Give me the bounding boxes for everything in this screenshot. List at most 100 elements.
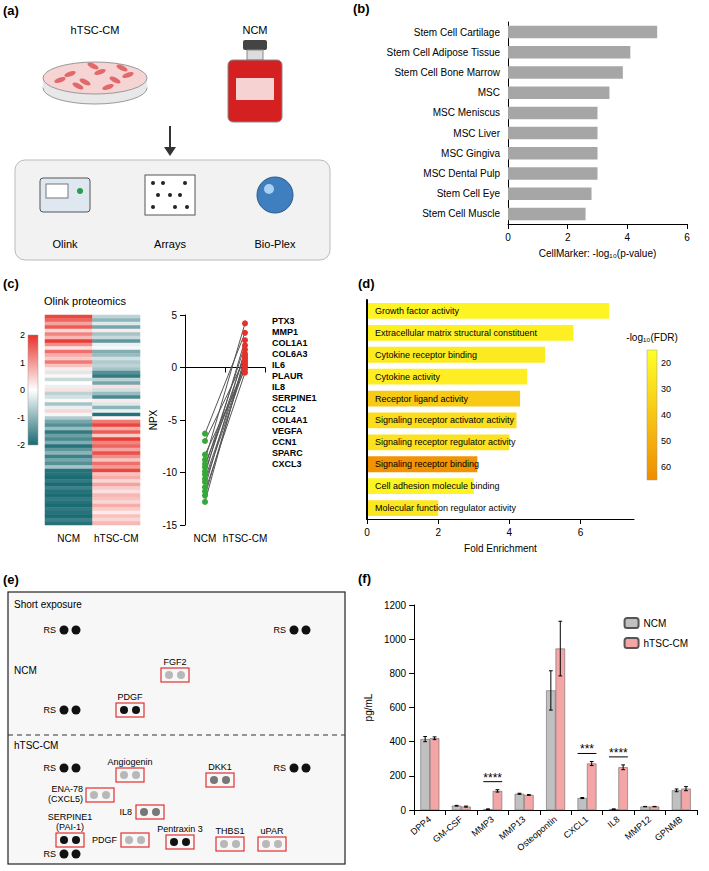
svg-text:Cytokine receptor binding: Cytokine receptor binding xyxy=(375,350,477,360)
svg-text:RS: RS xyxy=(43,625,56,635)
svg-text:Fold Enrichment: Fold Enrichment xyxy=(464,543,537,554)
svg-text:Angiogenin: Angiogenin xyxy=(107,757,152,767)
svg-text:PLAUR: PLAUR xyxy=(272,371,303,381)
svg-text:-15: -15 xyxy=(163,520,178,531)
svg-text:2: 2 xyxy=(435,527,441,538)
svg-text:(a): (a) xyxy=(3,3,19,18)
svg-text:60: 60 xyxy=(661,462,671,472)
svg-text:PDGF: PDGF xyxy=(117,692,143,702)
svg-text:-10: -10 xyxy=(163,467,178,478)
svg-text:COL4A1: COL4A1 xyxy=(272,415,308,425)
svg-text:Stem Cell Eye: Stem Cell Eye xyxy=(437,188,501,199)
svg-text:(c): (c) xyxy=(3,276,19,291)
svg-text:-1: -1 xyxy=(17,413,25,423)
svg-text:6: 6 xyxy=(684,232,690,243)
svg-text:NCM: NCM xyxy=(644,618,667,629)
svg-text:SERPINE1: SERPINE1 xyxy=(272,393,317,403)
svg-text:4: 4 xyxy=(625,232,631,243)
svg-text:ENA-78: ENA-78 xyxy=(51,784,83,794)
svg-text:NCM: NCM xyxy=(57,533,80,544)
svg-text:Arrays: Arrays xyxy=(154,238,186,250)
svg-text:2: 2 xyxy=(565,232,571,243)
svg-text:hTSC-CM: hTSC-CM xyxy=(644,638,688,649)
svg-text:30: 30 xyxy=(661,384,671,394)
svg-text:DPP4: DPP4 xyxy=(409,814,433,837)
svg-text:Signaling receptor regulator a: Signaling receptor regulator activity xyxy=(375,437,516,447)
svg-text:1000: 1000 xyxy=(384,634,407,645)
svg-text:****: **** xyxy=(609,746,628,760)
svg-text:Stem Cell Muscle: Stem Cell Muscle xyxy=(422,208,500,219)
svg-text:IL8: IL8 xyxy=(606,814,622,830)
svg-text:MSC Liver: MSC Liver xyxy=(453,128,500,139)
svg-text:Cytokine activity: Cytokine activity xyxy=(375,372,441,382)
svg-text:0: 0 xyxy=(171,362,177,373)
svg-text:400: 400 xyxy=(389,736,406,747)
svg-text:-2: -2 xyxy=(17,440,25,450)
svg-text:GM-CSF: GM-CSF xyxy=(431,814,465,845)
svg-text:1200: 1200 xyxy=(384,600,407,611)
svg-text:800: 800 xyxy=(389,668,406,679)
svg-text:RS: RS xyxy=(273,625,286,635)
svg-text:(d): (d) xyxy=(358,276,375,291)
svg-text:Cell adhesion molecule binding: Cell adhesion molecule binding xyxy=(375,481,500,491)
svg-text:NPX: NPX xyxy=(148,409,159,430)
svg-text:RS: RS xyxy=(43,705,56,715)
svg-text:Growth factor activity: Growth factor activity xyxy=(375,306,460,316)
svg-text:Signaling receptor binding: Signaling receptor binding xyxy=(375,459,479,469)
svg-text:40: 40 xyxy=(661,410,671,420)
svg-text:2: 2 xyxy=(20,330,25,340)
svg-text:COL1A1: COL1A1 xyxy=(272,338,308,348)
svg-text:Osteopontin: Osteopontin xyxy=(515,814,559,853)
svg-text:Stem Cell Cartilage: Stem Cell Cartilage xyxy=(414,27,501,38)
svg-text:6: 6 xyxy=(578,527,584,538)
svg-text:Olink: Olink xyxy=(52,238,78,250)
svg-text:Extracellular matrix structura: Extracellular matrix structural constitu… xyxy=(375,328,538,338)
svg-text:600: 600 xyxy=(389,702,406,713)
svg-text:CXCL1: CXCL1 xyxy=(562,814,591,840)
svg-text:Molecular function regulator a: Molecular function regulator activity xyxy=(375,503,517,513)
svg-text:RS: RS xyxy=(273,763,286,773)
svg-text:Bio-Plex: Bio-Plex xyxy=(255,238,296,250)
svg-text:1: 1 xyxy=(20,358,25,368)
svg-text:PTX3: PTX3 xyxy=(272,316,295,326)
svg-text:hTSC-CM: hTSC-CM xyxy=(223,533,267,544)
svg-text:SPARC: SPARC xyxy=(272,448,303,458)
svg-text:Stem Cell Bone Marrow: Stem Cell Bone Marrow xyxy=(394,67,500,78)
svg-text:COL6A3: COL6A3 xyxy=(272,349,308,359)
svg-text:CCL2: CCL2 xyxy=(272,404,296,414)
svg-text:0: 0 xyxy=(505,232,511,243)
svg-text:MSC Meniscus: MSC Meniscus xyxy=(433,107,500,118)
svg-text:(b): (b) xyxy=(353,1,370,16)
svg-text:20: 20 xyxy=(661,358,671,368)
svg-text:Receptor ligand activity: Receptor ligand activity xyxy=(375,394,469,404)
svg-text:CCN1: CCN1 xyxy=(272,437,297,447)
svg-text:Pentraxin 3: Pentraxin 3 xyxy=(157,824,203,834)
svg-text:5: 5 xyxy=(171,310,177,321)
svg-text:hTSC-CM: hTSC-CM xyxy=(14,740,58,751)
svg-text:-5: -5 xyxy=(168,415,177,426)
svg-text:pg/mL: pg/mL xyxy=(363,693,374,721)
svg-text:4: 4 xyxy=(507,527,513,538)
svg-text:FGF2: FGF2 xyxy=(163,657,186,667)
svg-text:IL8: IL8 xyxy=(119,807,132,817)
svg-text:(f): (f) xyxy=(358,571,371,586)
svg-text:IL8: IL8 xyxy=(272,382,285,392)
svg-text:SERPINE1: SERPINE1 xyxy=(48,812,93,822)
svg-text:IL6: IL6 xyxy=(272,360,285,370)
svg-text:PDGF: PDGF xyxy=(92,835,118,845)
svg-text:DKK1: DKK1 xyxy=(208,762,232,772)
svg-text:Signaling receptor activator a: Signaling receptor activator activity xyxy=(375,415,515,425)
svg-text:NCM: NCM xyxy=(194,533,217,544)
svg-text:CXCL3: CXCL3 xyxy=(272,459,302,469)
svg-text:RS: RS xyxy=(43,849,56,859)
svg-text:MSC: MSC xyxy=(478,87,500,98)
svg-text:MMP12: MMP12 xyxy=(623,814,653,842)
svg-text:0: 0 xyxy=(364,527,370,538)
svg-text:uPAR: uPAR xyxy=(261,826,284,836)
svg-text:CellMarker: -log₁₀(p-value): CellMarker: -log₁₀(p-value) xyxy=(539,248,657,259)
svg-text:GPNMB: GPNMB xyxy=(653,814,685,843)
svg-text:(CXCL5): (CXCL5) xyxy=(48,794,83,804)
svg-text:hTSC-CM: hTSC-CM xyxy=(94,533,138,544)
svg-text:NCM: NCM xyxy=(14,665,37,676)
svg-text:-log₁₀(FDR): -log₁₀(FDR) xyxy=(626,332,677,343)
